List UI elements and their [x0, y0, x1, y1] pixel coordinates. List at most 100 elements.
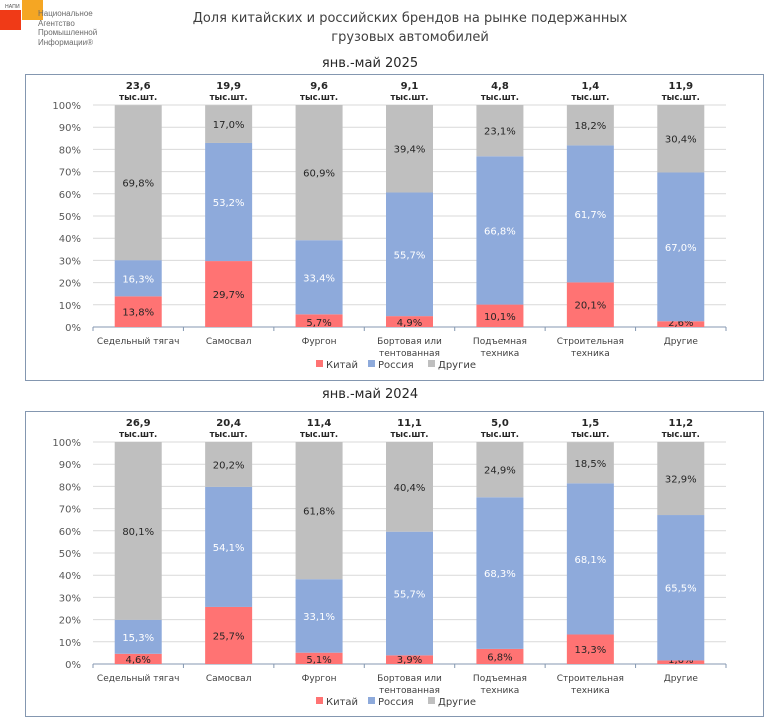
- total-value-label: 11,2: [668, 418, 693, 429]
- x-category-label: техника: [571, 686, 610, 696]
- bar-segment-other: [386, 105, 433, 193]
- bar-segment-russia: [295, 240, 343, 315]
- total-value-label: 11,9: [668, 81, 693, 92]
- data-label-russia: 55,7%: [394, 590, 426, 601]
- bar-segment-russia: [476, 497, 524, 649]
- y-tick-label: 20%: [59, 279, 81, 290]
- x-category-label: Другие: [664, 337, 699, 347]
- y-tick-label: 60%: [59, 527, 81, 538]
- logo-line: Агентство: [38, 18, 75, 28]
- chart-2024: 0% 10% 20% 30% 40% 50% 60% 70% 80% 90% 100% 4,6% 15,…: [52, 418, 727, 708]
- total-unit-label: тыс.шт.: [390, 93, 428, 103]
- bar-segment-other: [114, 105, 162, 261]
- y-tick-label: 50%: [59, 549, 81, 560]
- bar-segment-russia: [657, 172, 705, 322]
- y-tick-label: 80%: [59, 145, 81, 156]
- y-tick-label: 10%: [59, 638, 81, 649]
- data-label-russia: 54,1%: [213, 543, 245, 554]
- total-unit-label: тыс.шт.: [481, 93, 519, 103]
- data-label-russia: 61,7%: [574, 210, 606, 221]
- data-label-china: 1,6%: [668, 655, 693, 666]
- data-label-other: 30,4%: [665, 135, 697, 146]
- y-tick-label: 60%: [59, 190, 81, 201]
- bar-segment-china: [205, 261, 253, 327]
- x-category-label: Седельный тягач: [97, 674, 180, 684]
- x-category-label: техника: [571, 349, 610, 359]
- total-unit-label: тыс.шт.: [571, 430, 609, 440]
- y-tick-label: 90%: [59, 123, 81, 134]
- data-label-russia: 55,7%: [394, 250, 426, 261]
- data-label-russia: 66,8%: [484, 226, 516, 237]
- bar-segment-other: [657, 105, 705, 173]
- data-label-china: 5,1%: [306, 655, 331, 666]
- legend-swatch-russia: [368, 697, 375, 704]
- data-label-russia: 67,0%: [665, 243, 697, 254]
- data-label-china: 13,3%: [574, 645, 606, 656]
- data-label-china: 5,7%: [306, 318, 331, 329]
- legend-label-other: Другие: [438, 697, 476, 708]
- total-unit-label: тыс.шт.: [300, 430, 338, 440]
- x-category-label: Фургон: [302, 674, 337, 684]
- main-title-line: грузовых автомобилей: [331, 30, 489, 45]
- bar-segment-china: [566, 282, 614, 327]
- x-category-label: Самосвал: [206, 337, 252, 347]
- data-label-other: 18,5%: [574, 459, 606, 470]
- legend-swatch-russia: [368, 360, 375, 367]
- total-unit-label: тыс.шт.: [210, 430, 248, 440]
- legend-swatch-china: [316, 697, 323, 704]
- total-unit-label: тыс.шт.: [119, 430, 157, 440]
- legend-label-russia: Россия: [378, 360, 414, 371]
- napi-logo: НАПИ Национальное Агентство Промышленной…: [0, 0, 200, 60]
- legend-label-china: Китай: [326, 697, 358, 708]
- total-value-label: 19,9: [216, 81, 241, 92]
- logo-abbr: НАПИ: [5, 4, 20, 10]
- y-tick-label: 70%: [59, 168, 81, 179]
- bar-segment-russia: [657, 515, 705, 661]
- total-unit-label: тыс.шт.: [300, 93, 338, 103]
- bar-segment-russia: [476, 156, 524, 305]
- x-category-label: Фургон: [302, 337, 337, 347]
- data-label-other: 61,8%: [303, 507, 335, 518]
- bar-segment-russia: [114, 619, 162, 654]
- data-label-china: 10,1%: [484, 312, 516, 323]
- chart-2024-panel: 0% 10% 20% 30% 40% 50% 60% 70% 80% 90% 100% 4,6% 15,…: [25, 411, 764, 717]
- x-category-label: техника: [481, 686, 520, 696]
- data-label-china: 6,8%: [487, 652, 512, 663]
- bar-segment-russia: [386, 192, 433, 317]
- chart-2025-title: янв.-май 2025: [321, 56, 419, 71]
- bar-segment-other: [205, 105, 253, 143]
- data-label-china: 4,9%: [397, 318, 422, 329]
- total-value-label: 1,4: [581, 81, 599, 92]
- data-label-china: 13,8%: [122, 308, 154, 319]
- x-category-label: Строительная: [557, 674, 624, 684]
- bar-segment-russia: [295, 579, 343, 653]
- x-category-label: Самосвал: [206, 674, 252, 684]
- bar-segment-china: [295, 652, 343, 664]
- data-label-other: 32,9%: [665, 475, 697, 486]
- total-value-label: 20,4: [216, 418, 241, 429]
- x-category-label: Другие: [664, 674, 699, 684]
- x-category-label: техника: [481, 349, 520, 359]
- legend-swatch-other: [428, 360, 435, 367]
- total-unit-label: тыс.шт.: [662, 93, 700, 103]
- y-tick-label: 10%: [59, 301, 81, 312]
- bar-segment-russia: [114, 260, 162, 297]
- data-label-russia: 33,1%: [303, 612, 335, 623]
- total-value-label: 26,9: [126, 418, 151, 429]
- chart-2025: 0% 10% 20% 30% 40% 50% 60% 70% 80% 90% 100% 13,8% 16…: [52, 81, 727, 371]
- data-label-china: 29,7%: [213, 290, 245, 301]
- chart-2024-title: янв.-май 2024: [321, 387, 419, 402]
- bar-segment-other: [476, 442, 524, 498]
- data-label-russia: 53,2%: [213, 198, 245, 209]
- x-category-label: тентованная: [379, 349, 440, 359]
- total-value-label: 23,6: [126, 81, 151, 92]
- bar-segment-china: [386, 655, 433, 664]
- data-label-china: 4,6%: [126, 655, 151, 666]
- data-label-russia: 16,3%: [122, 274, 154, 285]
- bar-segment-other: [114, 442, 162, 620]
- chart-2025-panel: 0% 10% 20% 30% 40% 50% 60% 70% 80% 90% 100% 13,8% 16…: [25, 74, 764, 381]
- data-label-other: 80,1%: [122, 527, 154, 538]
- data-label-other: 18,2%: [574, 121, 606, 132]
- data-label-other: 23,1%: [484, 127, 516, 138]
- main-title-line: Доля китайских и российских брендов на р…: [192, 11, 628, 26]
